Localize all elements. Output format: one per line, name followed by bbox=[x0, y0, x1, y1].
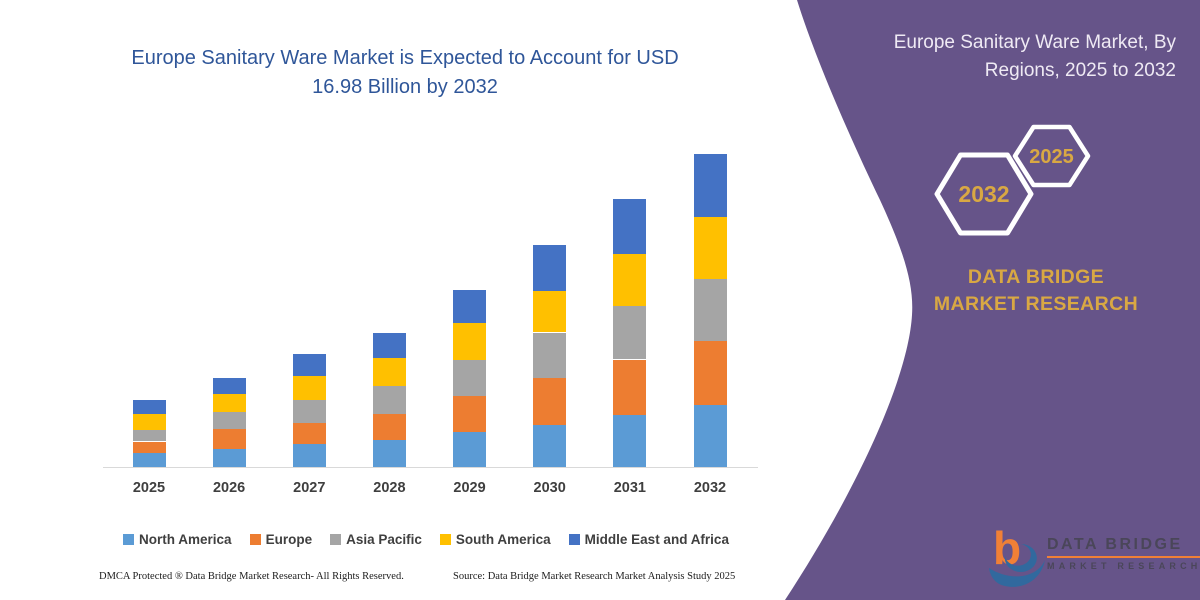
x-axis-label-2031: 2031 bbox=[613, 480, 646, 496]
logo-swoosh-inner-icon bbox=[1004, 544, 1037, 572]
bar-segment-2028-south-america bbox=[372, 357, 406, 386]
x-axis-label-2032: 2032 bbox=[693, 480, 727, 496]
bar-segment-2029-north-america bbox=[453, 432, 487, 467]
bar-segment-2032-asia-pacific bbox=[693, 278, 727, 341]
legend-label-asia-pacific: Asia Pacific bbox=[346, 532, 422, 547]
bar-segment-2027-asia-pacific bbox=[292, 400, 326, 423]
side-panel-title: Europe Sanitary Ware Market, By Regions,… bbox=[893, 32, 1176, 81]
chart-title: Europe Sanitary Ware Market is Expected … bbox=[131, 47, 679, 98]
dbmr-logo: b DATA BRIDGE MARKET RESEARCH bbox=[985, 520, 1200, 590]
bar-segment-2027-north-america bbox=[292, 444, 326, 467]
bar-segment-2027-europe bbox=[292, 422, 326, 445]
bar-segment-2032-middle-east-and-africa bbox=[693, 154, 727, 217]
legend-item-asia-pacific: Asia Pacific bbox=[330, 532, 422, 547]
bar-segment-2032-europe bbox=[693, 340, 727, 406]
bar-segment-2029-south-america bbox=[453, 322, 487, 360]
bar-segment-2030-asia-pacific bbox=[533, 332, 567, 378]
footer-source: Source: Data Bridge Market Research Mark… bbox=[453, 571, 736, 582]
x-axis-label-2028: 2028 bbox=[373, 480, 406, 496]
logo-monogram-b-icon: b bbox=[993, 522, 1021, 574]
bar-segment-2029-middle-east-and-africa bbox=[453, 289, 487, 323]
bar-segment-2031-south-america bbox=[613, 254, 647, 307]
bar-segment-2025-middle-east-and-africa bbox=[132, 400, 166, 414]
dbmr-logo-mark: b bbox=[989, 522, 1045, 587]
legend-label-south-america: South America bbox=[455, 532, 551, 547]
legend-item-europe: Europe bbox=[249, 532, 313, 547]
legend-swatch-south-america bbox=[439, 534, 451, 545]
bar-segment-2028-middle-east-and-africa bbox=[372, 332, 406, 358]
bar-segment-2025-south-america bbox=[132, 413, 166, 431]
bar-segment-2029-asia-pacific bbox=[453, 359, 487, 397]
bar-segment-2026-south-america bbox=[212, 394, 246, 412]
bar-segment-2027-south-america bbox=[292, 376, 326, 401]
logo-wordmark-line2: MARKET RESEARCH bbox=[1047, 561, 1200, 571]
bar-segment-2025-asia-pacific bbox=[132, 430, 166, 442]
bar-segment-2031-europe bbox=[613, 359, 647, 416]
bar-segment-2025-europe bbox=[132, 441, 166, 453]
legend-swatch-europe bbox=[249, 534, 261, 545]
legend-item-south-america: South America bbox=[439, 532, 551, 547]
bar-segment-2030-europe bbox=[533, 377, 567, 425]
legend-item-middle-east-and-africa: Middle East and Africa bbox=[568, 532, 729, 547]
bar-segment-2026-north-america bbox=[212, 449, 246, 467]
legend: North America Europe Asia Pacific South Ame… bbox=[95, 532, 757, 547]
legend-label-middle-east-and-africa: Middle East and Africa bbox=[584, 532, 729, 547]
legend-swatch-middle-east-and-africa bbox=[568, 534, 580, 545]
legend-swatch-asia-pacific bbox=[330, 534, 342, 545]
bar-segment-2025-north-america bbox=[132, 452, 166, 467]
logo-swoosh-icon bbox=[989, 560, 1045, 587]
legend-label-north-america: North America bbox=[139, 532, 232, 547]
legend-item-north-america: North America bbox=[123, 532, 232, 547]
x-axis-line bbox=[103, 467, 758, 468]
x-axis-label-2026: 2026 bbox=[212, 480, 246, 496]
x-axis-label-2030: 2030 bbox=[533, 480, 566, 496]
bar-segment-2030-north-america bbox=[533, 424, 567, 467]
x-axis-label-2029: 2029 bbox=[453, 480, 486, 496]
bar-segment-2030-middle-east-and-africa bbox=[533, 244, 567, 291]
x-axis-label-2025: 2025 bbox=[132, 480, 166, 496]
bar-segment-2028-north-america bbox=[372, 440, 406, 467]
bar-segment-2027-middle-east-and-africa bbox=[292, 354, 326, 376]
bar-segment-2026-asia-pacific bbox=[212, 411, 246, 430]
brand-wordmark: DATA BRIDGE MARKET RESEARCH bbox=[933, 266, 1139, 315]
bar-segment-2031-middle-east-and-africa bbox=[613, 199, 647, 255]
x-axis-label-2027: 2027 bbox=[293, 480, 326, 496]
bar-segment-2032-south-america bbox=[693, 216, 727, 279]
bar-segment-2026-europe bbox=[212, 429, 246, 450]
legend-label-europe: Europe bbox=[265, 532, 313, 547]
bar-segment-2028-asia-pacific bbox=[372, 385, 406, 415]
bar-segment-2030-south-america bbox=[533, 290, 567, 333]
footer-copyright: DMCA Protected ® Data Bridge Market Rese… bbox=[99, 571, 404, 582]
bar-segment-2026-middle-east-and-africa bbox=[212, 377, 246, 395]
logo-wordmark-line1: DATA BRIDGE bbox=[1047, 536, 1200, 558]
bar-segment-2029-europe bbox=[453, 396, 487, 432]
bar-segment-2031-asia-pacific bbox=[613, 306, 647, 360]
bar-segment-2031-north-america bbox=[613, 415, 647, 467]
bar-segment-2032-north-america bbox=[693, 405, 727, 467]
legend-swatch-north-america bbox=[123, 534, 135, 545]
bar-segment-2028-europe bbox=[372, 414, 406, 441]
